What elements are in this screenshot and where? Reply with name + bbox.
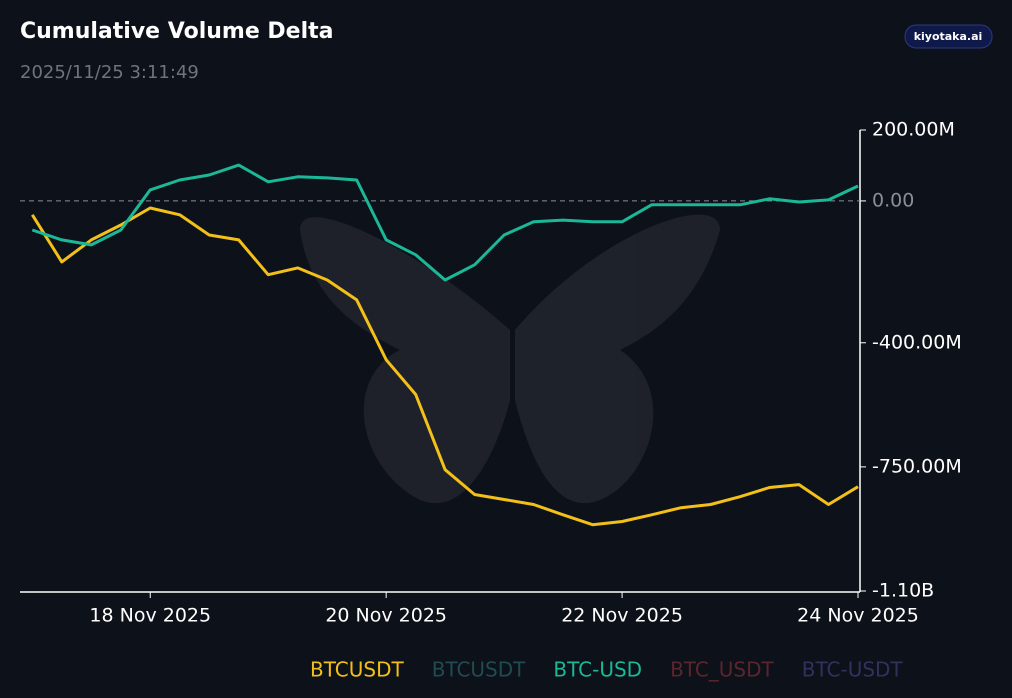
x-tick-label: 18 Nov 2025 bbox=[89, 605, 211, 627]
series-line bbox=[31, 163, 859, 282]
y-tick-label: -400.00M bbox=[872, 331, 962, 353]
legend-entry[interactable]: BTC-USD bbox=[553, 658, 642, 682]
x-tick-label: 24 Nov 2025 bbox=[797, 605, 919, 627]
legend-entry[interactable]: BTC_USDT bbox=[670, 658, 774, 682]
legend-entry[interactable]: BTCUSDT bbox=[432, 658, 526, 682]
chart-title: Cumulative Volume Delta bbox=[20, 19, 334, 44]
series-line bbox=[31, 206, 859, 527]
y-tick-label: 0.00 bbox=[872, 189, 914, 211]
y-tick-label: -1.10B bbox=[872, 580, 934, 602]
brand[interactable]: kiyotaka.ai bbox=[914, 30, 983, 43]
brand-badge[interactable] bbox=[904, 24, 993, 49]
y-tick-label: 200.00M bbox=[872, 119, 955, 141]
legend-entry[interactable]: BTC-USDT bbox=[802, 658, 904, 682]
x-tick-label: 22 Nov 2025 bbox=[561, 605, 683, 627]
y-tick-label: -750.00M bbox=[872, 455, 962, 477]
subtitle: 2025/11/25 3:11:49 bbox=[20, 62, 199, 83]
watermark bbox=[300, 214, 720, 504]
x-tick-label: 20 Nov 2025 bbox=[325, 605, 447, 627]
legend-entry[interactable]: BTCUSDT bbox=[310, 658, 404, 682]
